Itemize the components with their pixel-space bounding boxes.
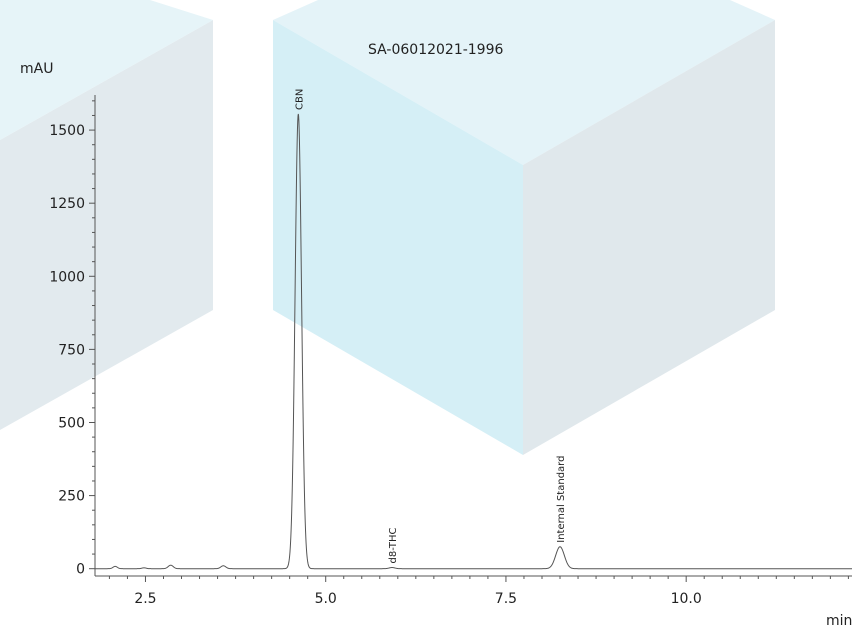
y-tick-label: 500 bbox=[58, 415, 85, 431]
peak-label: Internal Standard bbox=[556, 456, 567, 543]
x-axis-label: min bbox=[826, 613, 853, 629]
x-tick-label: 2.5 bbox=[134, 591, 156, 607]
watermark-cube-right-top bbox=[273, 0, 775, 165]
y-tick-label: 1000 bbox=[49, 269, 85, 285]
peak-label: d8-THC bbox=[388, 527, 399, 563]
peak-label: CBN bbox=[294, 89, 305, 110]
trace-layer bbox=[95, 113, 852, 570]
watermark-graphic bbox=[0, 0, 775, 455]
y-axis-label: mAU bbox=[20, 61, 54, 77]
chromatogram-trace bbox=[95, 113, 852, 570]
y-tick-label: 750 bbox=[58, 342, 85, 358]
axes: 0 250 500 750 1000 1250 1500 2.5 5.0 7.5 10.0 bbox=[49, 95, 852, 607]
x-tick-label: 7.5 bbox=[495, 591, 517, 607]
annotation-layer: CBN d8-THC Internal Standard bbox=[294, 89, 567, 564]
y-tick-label: 0 bbox=[76, 562, 85, 578]
x-tick-label: 5.0 bbox=[315, 591, 337, 607]
watermark-cube-right-front bbox=[273, 20, 523, 455]
y-tick-label: 1500 bbox=[49, 123, 85, 139]
y-tick-label: 1250 bbox=[49, 196, 85, 212]
chart-title: SA-06012021-1996 bbox=[368, 42, 504, 58]
x-tick-label: 10.0 bbox=[671, 591, 702, 607]
y-tick-label: 250 bbox=[58, 489, 85, 505]
watermark-cube-left-top bbox=[0, 0, 213, 140]
watermark-cube-right-side bbox=[523, 20, 775, 455]
watermark-cube-left-side bbox=[0, 20, 213, 430]
